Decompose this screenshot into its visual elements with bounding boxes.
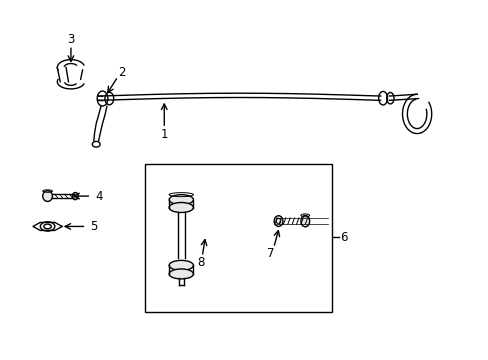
Ellipse shape (42, 191, 52, 202)
Ellipse shape (300, 215, 309, 227)
Ellipse shape (72, 193, 78, 200)
Text: 5: 5 (90, 220, 97, 233)
Ellipse shape (40, 222, 55, 231)
Text: 3: 3 (67, 33, 75, 46)
Text: 2: 2 (118, 66, 125, 78)
Ellipse shape (169, 195, 193, 204)
Text: 6: 6 (340, 231, 347, 244)
Ellipse shape (92, 141, 100, 147)
Ellipse shape (169, 269, 193, 279)
Ellipse shape (44, 224, 51, 229)
Ellipse shape (274, 216, 283, 226)
Text: 1: 1 (160, 128, 168, 141)
Text: 7: 7 (267, 247, 274, 260)
Ellipse shape (169, 203, 193, 212)
Ellipse shape (169, 260, 193, 270)
Bar (144, 164, 331, 312)
Text: 4: 4 (95, 190, 102, 203)
Text: 8: 8 (197, 256, 204, 269)
